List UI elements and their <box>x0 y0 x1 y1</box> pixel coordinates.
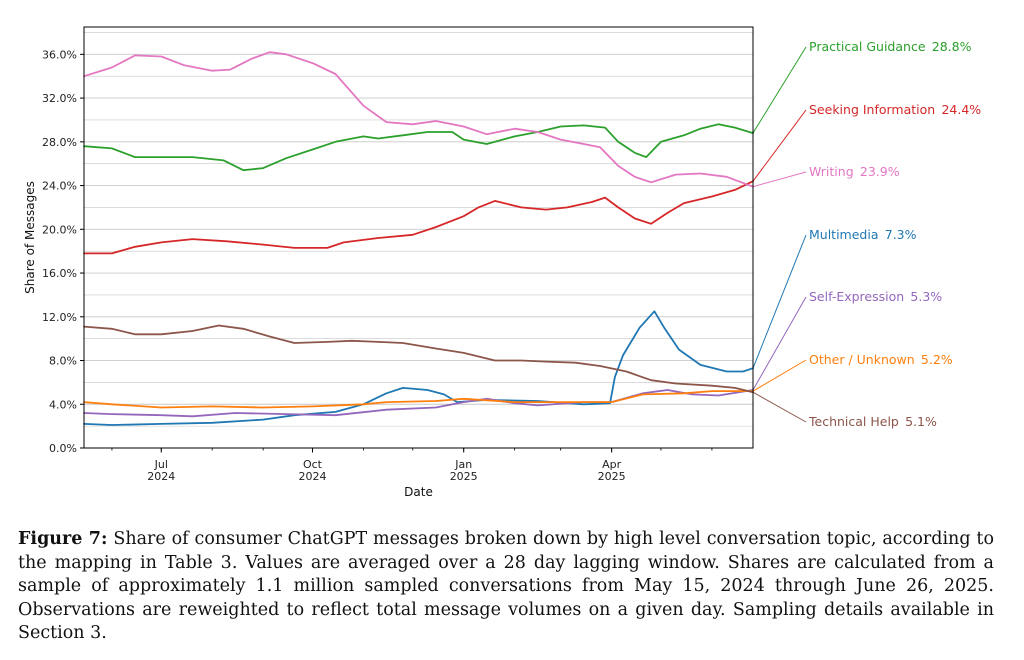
y-axis-label: Share of Messages <box>23 181 37 294</box>
y-axis-ticks: 0.0% 4.0% 8.0% 12.0% 16.0% 20.0% 24.0% 28.0% 32.… <box>42 48 84 455</box>
series-lines <box>83 51 754 426</box>
series-label: Other / Unknown 5.2% <box>809 352 953 367</box>
label-connector <box>752 171 807 188</box>
caption-label: Figure 7: <box>18 529 108 549</box>
series-line-writing <box>83 51 754 188</box>
series-label: Technical Help 5.1% <box>808 414 937 429</box>
series-line-practical-guidance <box>83 123 754 172</box>
y-tick-label: 24.0% <box>42 180 77 193</box>
series-end-labels: Practical Guidance 28.8% Seeking Informat… <box>808 39 981 429</box>
label-connector <box>752 234 807 369</box>
y-tick-label: 16.0% <box>42 267 77 280</box>
label-connector <box>752 296 807 391</box>
plot-frame <box>83 26 754 449</box>
series-label: Self-Expression 5.3% <box>809 289 942 304</box>
x-tick-label-month: Jan <box>454 458 472 471</box>
y-tick-label: 4.0% <box>49 398 77 411</box>
caption-text: Share of consumer ChatGPT messages broke… <box>18 529 994 644</box>
series-label: Seeking Information 24.4% <box>809 102 981 117</box>
x-tick-label-year: 2024 <box>147 470 175 483</box>
label-connector <box>752 46 807 134</box>
y-tick-label: 28.0% <box>42 136 77 149</box>
x-tick-label-year: 2024 <box>298 470 326 483</box>
series-label: Multimedia 7.3% <box>809 227 917 242</box>
series-label: Writing 23.9% <box>809 164 900 179</box>
gridlines <box>84 32 753 427</box>
y-tick-label: 36.0% <box>42 48 77 61</box>
figure-caption: Figure 7: Share of consumer ChatGPT mess… <box>18 528 994 646</box>
y-tick-label: 0.0% <box>49 442 77 455</box>
x-axis-label: Date <box>404 485 433 499</box>
x-tick-label-year: 2025 <box>598 470 626 483</box>
y-tick-label: 8.0% <box>49 355 77 368</box>
y-tick-label: 12.0% <box>42 311 77 324</box>
label-connectors <box>752 46 807 423</box>
x-tick-label-month: Oct <box>303 458 323 471</box>
series-line-seeking-information <box>83 180 754 255</box>
label-connector <box>752 109 807 182</box>
y-tick-label: 32.0% <box>42 92 77 105</box>
label-connector <box>752 391 807 423</box>
series-line-self-expression <box>83 389 754 418</box>
series-label: Practical Guidance 28.8% <box>809 39 972 54</box>
x-tick-label-year: 2025 <box>450 470 478 483</box>
label-connector <box>752 359 807 392</box>
line-chart: 0.0% 4.0% 8.0% 12.0% 16.0% 20.0% 24.0% 28.0% 32.… <box>23 26 981 499</box>
x-tick-label-month: Jul <box>154 458 168 471</box>
series-line-other-unknown <box>83 390 754 409</box>
x-tick-label-month: Apr <box>602 458 622 471</box>
series-line-technical-help <box>83 324 754 394</box>
y-tick-label: 20.0% <box>42 223 77 236</box>
